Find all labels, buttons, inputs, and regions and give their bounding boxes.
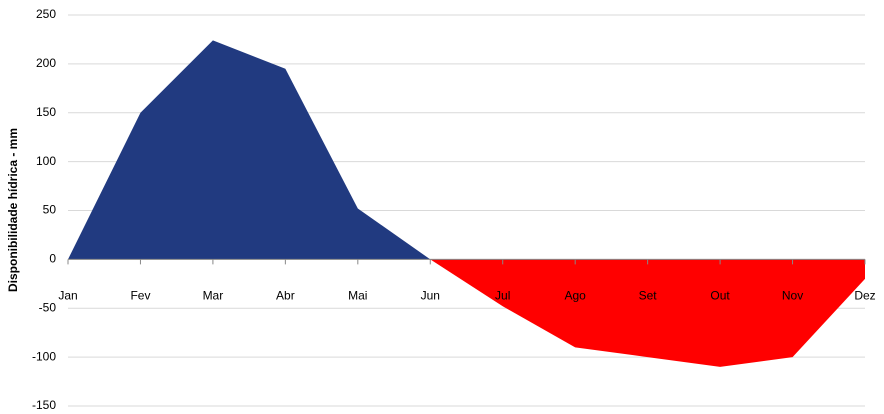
y-tick-label: -150	[32, 398, 56, 412]
x-tick-label: Set	[639, 289, 658, 303]
x-tick-label: Mar	[203, 289, 224, 303]
x-tick-label: Ago	[565, 289, 587, 303]
y-tick-label: 200	[36, 56, 56, 70]
x-tick-label: Mai	[348, 289, 367, 303]
area	[68, 40, 431, 260]
x-tick-label: Jun	[421, 289, 440, 303]
y-tick-label: -50	[39, 300, 57, 314]
area	[430, 259, 865, 367]
y-tick-label: 0	[49, 252, 56, 266]
x-tick-label: Nov	[782, 289, 803, 303]
x-tick-label: Abr	[276, 289, 295, 303]
y-tick-label: -100	[32, 349, 56, 363]
x-tick-label: Out	[710, 289, 730, 303]
y-tick-label: 150	[36, 105, 56, 119]
y-tick-label: 100	[36, 154, 56, 168]
x-tick-label: Jul	[495, 289, 510, 303]
x-tick-label: Jan	[58, 289, 77, 303]
y-axis-label: Disponibilidade hídrica - mm	[6, 128, 20, 292]
x-tick-label: Dez	[854, 289, 875, 303]
y-tick-label: 50	[43, 203, 57, 217]
x-tick-label: Fev	[130, 289, 150, 303]
y-tick-label: 250	[36, 7, 56, 21]
